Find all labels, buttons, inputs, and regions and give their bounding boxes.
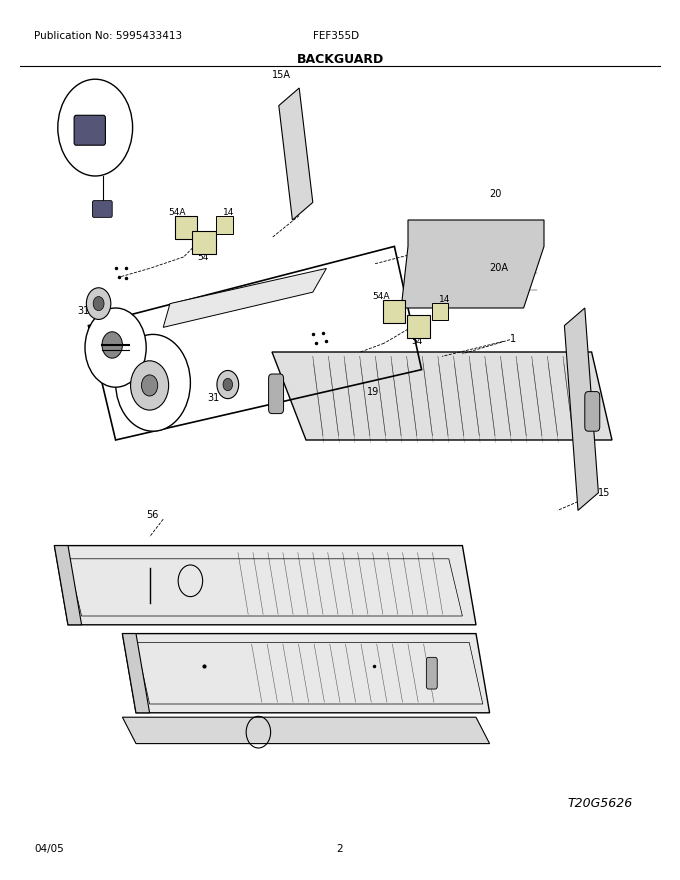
Polygon shape <box>564 308 598 510</box>
Text: 20: 20 <box>490 188 502 199</box>
Text: 31: 31 <box>207 392 220 403</box>
Circle shape <box>86 288 111 319</box>
Text: 24: 24 <box>112 121 124 131</box>
Text: 04/05: 04/05 <box>34 844 64 854</box>
FancyBboxPatch shape <box>432 303 448 320</box>
Circle shape <box>116 334 190 431</box>
FancyBboxPatch shape <box>192 231 216 254</box>
Polygon shape <box>401 220 544 308</box>
Text: BACKGUARD: BACKGUARD <box>296 53 384 66</box>
Polygon shape <box>54 546 476 625</box>
Polygon shape <box>122 717 490 744</box>
Text: 1: 1 <box>510 334 516 344</box>
Text: 56: 56 <box>146 510 158 520</box>
Circle shape <box>131 361 169 410</box>
FancyBboxPatch shape <box>74 115 105 145</box>
Polygon shape <box>163 268 326 327</box>
Text: 2: 2 <box>337 844 343 854</box>
Text: 14: 14 <box>439 295 450 304</box>
Text: T20G5626: T20G5626 <box>567 796 632 810</box>
Text: 54A: 54A <box>372 292 390 301</box>
Circle shape <box>93 297 104 311</box>
Circle shape <box>58 79 133 176</box>
FancyBboxPatch shape <box>92 201 112 217</box>
Polygon shape <box>272 352 612 440</box>
Text: Publication No: 5995433413: Publication No: 5995433413 <box>34 31 182 40</box>
Text: 54A: 54A <box>168 209 186 217</box>
FancyBboxPatch shape <box>426 657 437 689</box>
FancyBboxPatch shape <box>585 392 600 431</box>
FancyBboxPatch shape <box>216 216 233 234</box>
Text: 20A: 20A <box>490 263 509 274</box>
Text: 19: 19 <box>367 386 379 397</box>
Circle shape <box>223 378 233 391</box>
Text: 31: 31 <box>77 305 89 316</box>
Text: 14: 14 <box>223 209 235 217</box>
Text: 54: 54 <box>411 337 423 346</box>
Circle shape <box>85 308 146 387</box>
Text: 15: 15 <box>598 488 611 498</box>
FancyBboxPatch shape <box>383 300 405 323</box>
Text: 54: 54 <box>197 253 209 262</box>
Text: 46: 46 <box>173 377 185 387</box>
Text: 69: 69 <box>126 347 138 357</box>
Text: 15A: 15A <box>272 70 291 80</box>
Polygon shape <box>122 634 490 713</box>
Circle shape <box>217 370 239 399</box>
FancyBboxPatch shape <box>269 374 284 414</box>
Polygon shape <box>122 634 150 713</box>
Circle shape <box>141 375 158 396</box>
FancyBboxPatch shape <box>407 315 430 338</box>
Polygon shape <box>279 88 313 220</box>
Circle shape <box>102 332 122 358</box>
Polygon shape <box>54 546 82 625</box>
Text: FEF355D: FEF355D <box>313 31 359 40</box>
FancyBboxPatch shape <box>175 216 197 239</box>
